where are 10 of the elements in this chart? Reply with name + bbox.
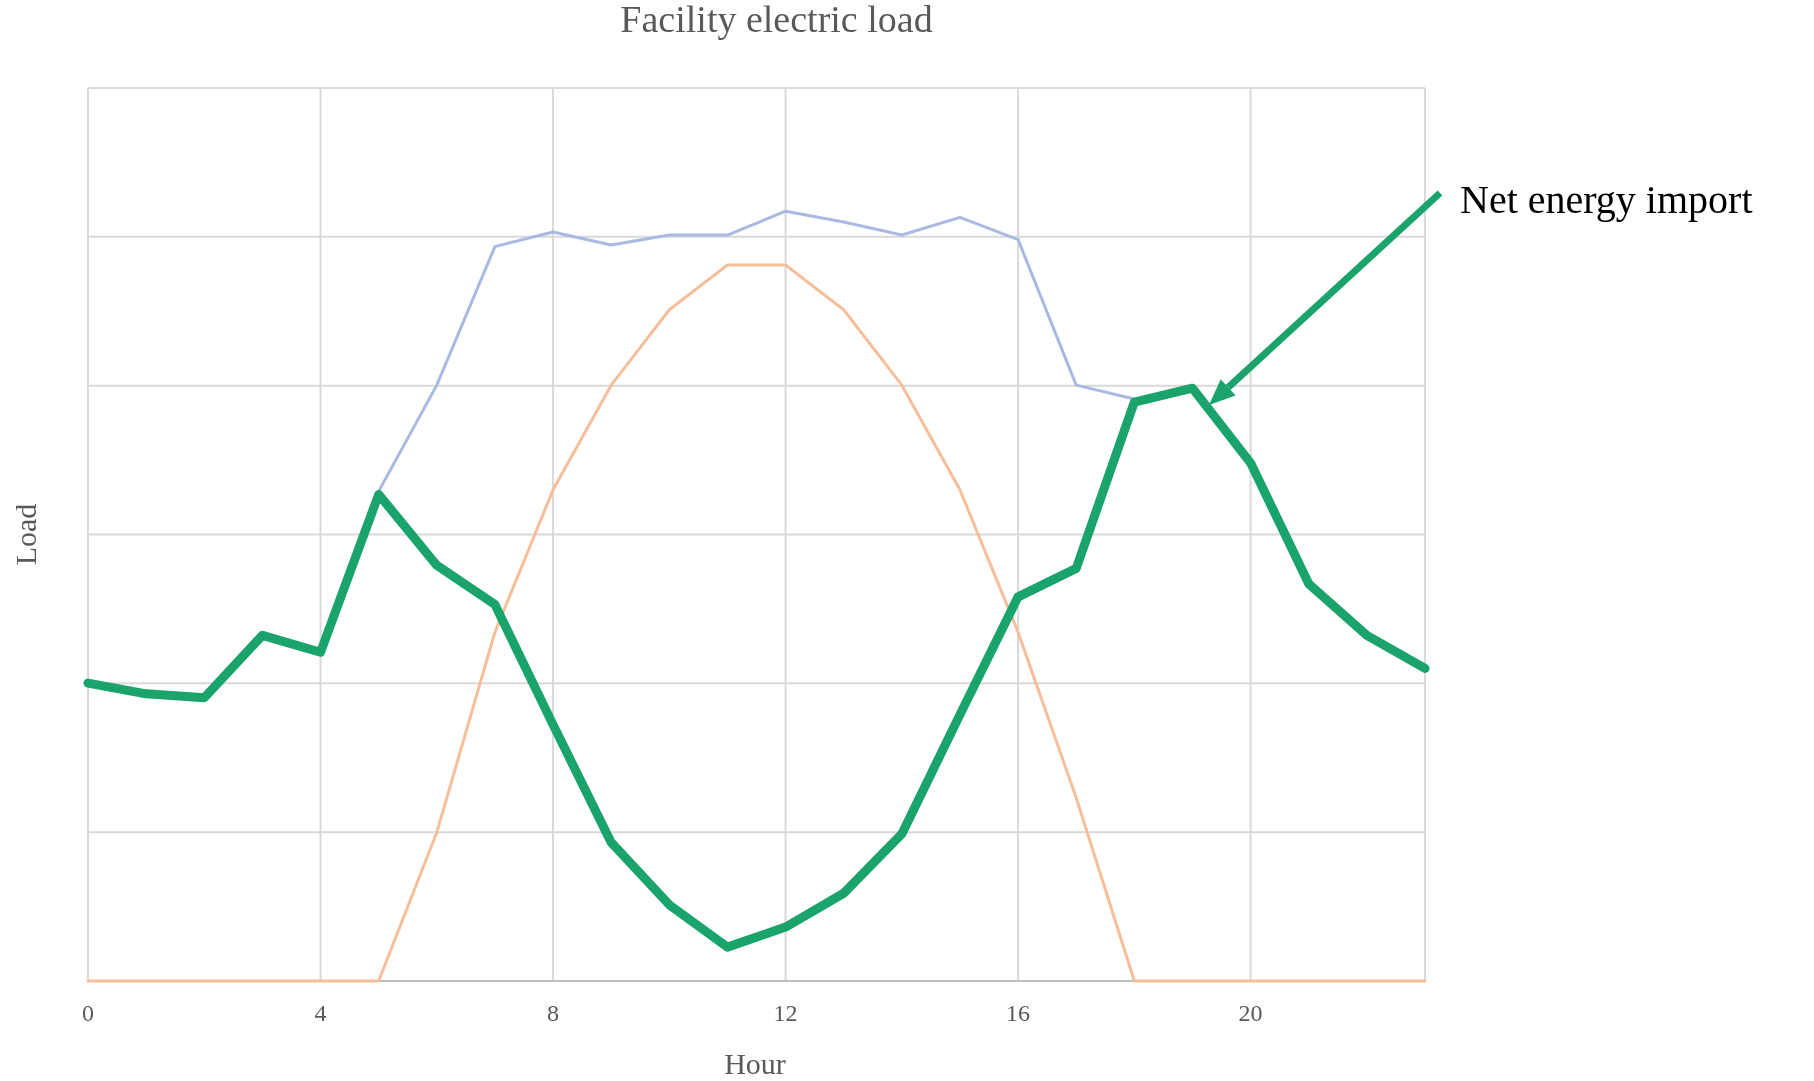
- x-tick-label: 20: [1238, 1000, 1263, 1026]
- x-tick-label: 8: [547, 1000, 560, 1026]
- x-axis-title: Hour: [724, 1047, 786, 1080]
- x-tick-label: 16: [1006, 1000, 1031, 1026]
- x-tick-label: 0: [82, 1000, 94, 1026]
- chart-title: Facility electric load: [620, 0, 933, 40]
- x-tick-label: 12: [773, 1000, 798, 1026]
- text: Net energy import: [1460, 177, 1753, 222]
- y-axis-title: Load: [9, 503, 42, 566]
- x-tick-label: 4: [314, 1000, 327, 1026]
